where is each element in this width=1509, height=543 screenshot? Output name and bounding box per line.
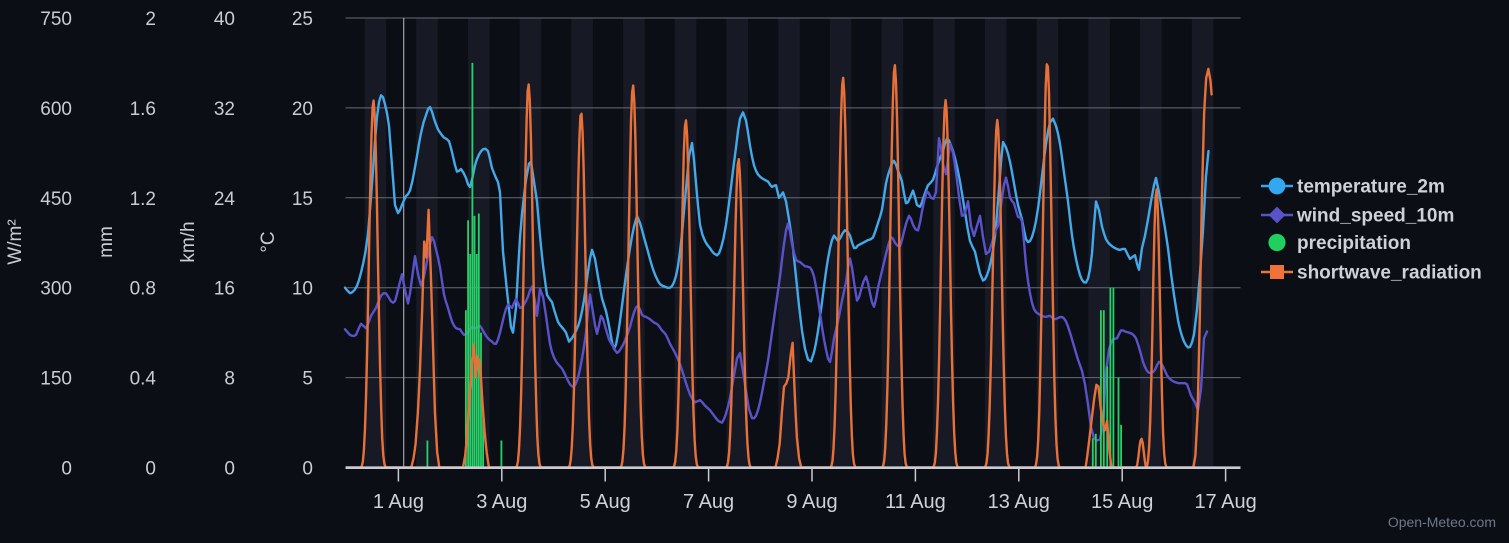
svg-text:600: 600 bbox=[40, 99, 72, 120]
svg-text:17 Aug: 17 Aug bbox=[1194, 491, 1256, 513]
svg-text:20: 20 bbox=[292, 99, 313, 120]
svg-text:750: 750 bbox=[40, 9, 72, 30]
svg-text:0.4: 0.4 bbox=[130, 369, 157, 390]
svg-text:16: 16 bbox=[214, 279, 235, 300]
svg-text:8: 8 bbox=[224, 369, 235, 390]
svg-text:9 Aug: 9 Aug bbox=[786, 491, 837, 513]
svg-text:W/m²: W/m² bbox=[5, 219, 26, 264]
svg-text:3 Aug: 3 Aug bbox=[476, 491, 527, 513]
svg-text:24: 24 bbox=[214, 189, 236, 210]
svg-text:0: 0 bbox=[61, 459, 72, 480]
svg-text:40: 40 bbox=[214, 9, 235, 30]
svg-text:shortwave_radiation: shortwave_radiation bbox=[1297, 263, 1482, 284]
svg-text:1 Aug: 1 Aug bbox=[373, 491, 424, 513]
svg-text:32: 32 bbox=[214, 99, 235, 120]
svg-text:wind_speed_10m: wind_speed_10m bbox=[1296, 206, 1454, 227]
svg-text:300: 300 bbox=[40, 279, 72, 300]
svg-text:precipitation: precipitation bbox=[1297, 233, 1411, 254]
svg-text:1.2: 1.2 bbox=[130, 189, 156, 210]
svg-text:150: 150 bbox=[40, 369, 72, 390]
svg-text:0: 0 bbox=[302, 459, 313, 480]
svg-text:0: 0 bbox=[145, 459, 156, 480]
svg-text:Open-Meteo.com: Open-Meteo.com bbox=[1388, 514, 1496, 530]
svg-text:450: 450 bbox=[40, 189, 72, 210]
svg-text:mm: mm bbox=[96, 226, 117, 258]
svg-text:°C: °C bbox=[258, 231, 279, 252]
svg-text:15: 15 bbox=[292, 189, 313, 210]
svg-text:0: 0 bbox=[224, 459, 235, 480]
svg-text:13 Aug: 13 Aug bbox=[988, 491, 1050, 513]
svg-text:2: 2 bbox=[145, 9, 156, 30]
svg-text:25: 25 bbox=[292, 9, 313, 30]
svg-text:0.8: 0.8 bbox=[130, 279, 156, 300]
svg-text:5: 5 bbox=[302, 369, 313, 390]
svg-text:5 Aug: 5 Aug bbox=[580, 491, 631, 513]
svg-text:11 Aug: 11 Aug bbox=[885, 491, 946, 513]
svg-text:15 Aug: 15 Aug bbox=[1091, 491, 1153, 513]
svg-text:7 Aug: 7 Aug bbox=[683, 491, 734, 513]
svg-text:10: 10 bbox=[292, 279, 313, 300]
svg-text:km/h: km/h bbox=[178, 221, 199, 262]
svg-text:1.6: 1.6 bbox=[130, 99, 156, 120]
svg-text:temperature_2m: temperature_2m bbox=[1297, 177, 1445, 198]
